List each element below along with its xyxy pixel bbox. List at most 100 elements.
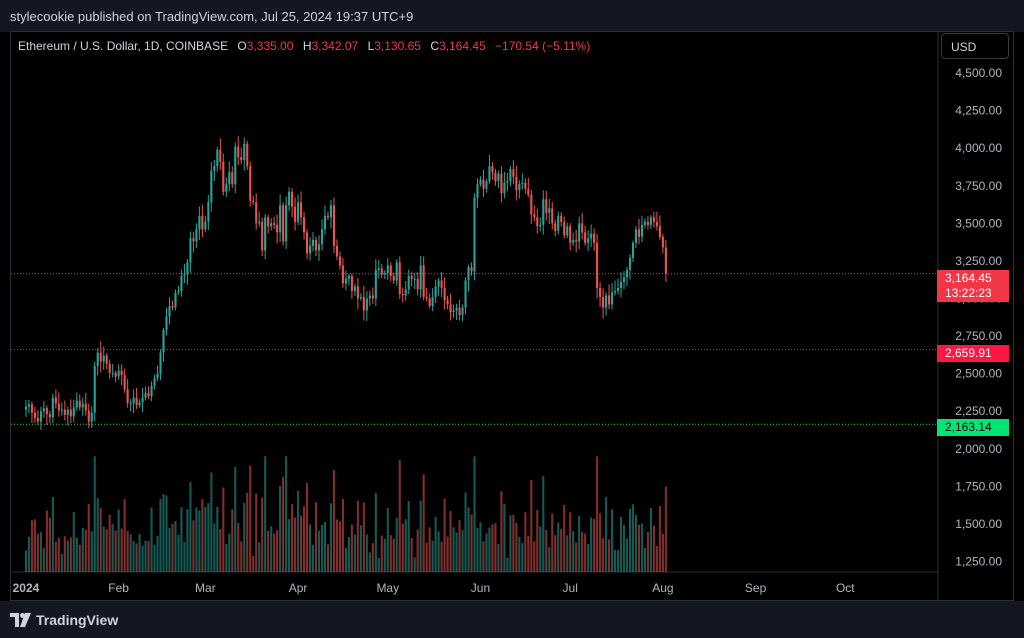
publish-info: stylecookie published on TradingView.com… (10, 9, 414, 24)
x-tick-label: Jul (563, 581, 578, 595)
currency-button[interactable]: USD (941, 33, 1009, 59)
volume-bar (141, 545, 144, 572)
candle-body (431, 296, 434, 306)
candle-body (165, 316, 168, 331)
candle-body (317, 244, 321, 251)
volume-bar (419, 500, 422, 572)
candle-body (120, 370, 123, 376)
volume-bar (542, 476, 545, 572)
chart-frame[interactable] (10, 31, 1014, 601)
volume-bar (359, 525, 362, 572)
volume-bar (300, 515, 303, 572)
candle-body (458, 307, 461, 316)
x-tick-label: Mar (195, 581, 216, 595)
y-tick-label: 1,250.00 (955, 554, 1002, 568)
volume-bar (596, 456, 599, 572)
volume-bar (476, 528, 479, 572)
volume-bar (291, 504, 294, 572)
volume-bar (485, 533, 488, 572)
candle-body (308, 245, 312, 254)
candle-body (350, 275, 353, 291)
volume-bar (398, 460, 401, 572)
volume-bar (613, 549, 617, 572)
volume-bar (625, 538, 629, 572)
candle-body (285, 205, 288, 242)
volume-bar (470, 514, 473, 572)
candle-body (347, 275, 350, 279)
candle-body (216, 149, 219, 167)
volume-bar (198, 510, 201, 572)
tradingview-logo-icon[interactable] (10, 613, 32, 627)
volume-bar (347, 536, 350, 572)
candle-body (479, 179, 482, 185)
volume-bar (365, 534, 368, 572)
candle-body (482, 179, 485, 189)
candle-body (575, 239, 578, 242)
x-tick-label: 2024 (13, 581, 40, 595)
candle-body (138, 402, 141, 406)
candle-body (449, 304, 452, 312)
candle-body (596, 242, 599, 288)
volume-bar (317, 530, 321, 572)
candle-body (563, 221, 566, 236)
volume-bar (42, 547, 45, 572)
candle-body (231, 172, 234, 185)
volume-bar (413, 557, 416, 572)
volume-bar (297, 490, 300, 572)
tradingview-brand[interactable]: TradingView (36, 612, 119, 628)
candle-body (407, 275, 410, 290)
candle-body (225, 184, 228, 192)
volume-bar (371, 543, 374, 572)
candle-body (500, 173, 503, 194)
volume-bar (273, 533, 276, 572)
candle-body (581, 223, 584, 233)
y-tick-label: 3,750.00 (955, 179, 1002, 193)
volume-bar (237, 522, 240, 572)
volume-bar (512, 514, 515, 572)
volume-bar (524, 512, 527, 572)
candle-body (219, 149, 222, 162)
candle-body (39, 411, 42, 422)
volume-bar (506, 557, 509, 572)
last-price-label: 3,164.45 (945, 271, 992, 285)
candle-body (75, 400, 78, 408)
candle-body (548, 208, 551, 213)
candle-body (273, 223, 276, 225)
candle-body (90, 412, 93, 422)
volume-bar (54, 541, 57, 572)
candle-body (201, 215, 204, 230)
volume-bar (643, 547, 646, 572)
candle-body (291, 191, 294, 207)
volume-bar (658, 506, 661, 572)
volume-bar (473, 456, 476, 572)
volume-bar (383, 538, 386, 572)
candle-body (658, 226, 661, 237)
candle-body (183, 274, 186, 276)
candle-body (640, 224, 644, 237)
candle-body (613, 290, 617, 293)
volume-bar (578, 516, 581, 572)
volume-bar (458, 520, 461, 572)
candle-body (389, 265, 392, 276)
volume-bar (90, 531, 93, 572)
candle-body (314, 239, 318, 251)
x-tick-label: Oct (836, 581, 855, 595)
candle-body (264, 217, 267, 251)
volume-bar (661, 533, 664, 572)
candle-body (649, 217, 652, 225)
volume-bar (443, 498, 446, 572)
volume-bar (368, 552, 371, 572)
volume-bar (81, 527, 84, 572)
volume-bar (407, 501, 410, 572)
candle-body (311, 239, 315, 246)
volume-bar (464, 492, 467, 572)
volume-bar (605, 496, 608, 572)
volume-bar (222, 487, 225, 572)
volume-bar (428, 527, 431, 572)
candle-body (398, 262, 401, 294)
volume-bar (228, 533, 231, 572)
candle-body (356, 286, 359, 299)
volume-bar (189, 482, 192, 572)
volume-bar (207, 503, 210, 572)
